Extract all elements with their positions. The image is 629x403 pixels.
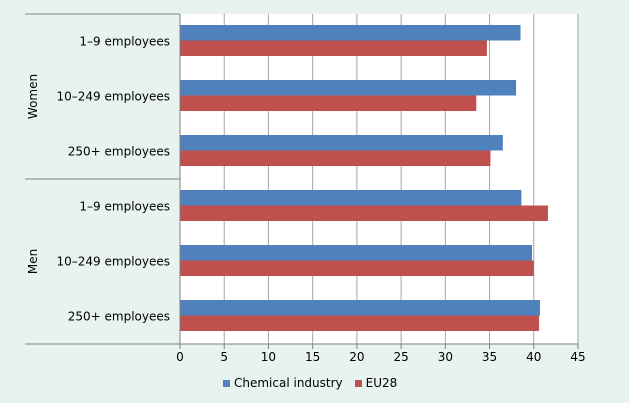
legend: Chemical industry EU28 [223, 376, 403, 390]
bar-chemical [180, 300, 540, 316]
tick-label: 15 [305, 350, 320, 364]
tick-label: 20 [349, 350, 364, 364]
bar-eu28 [180, 150, 491, 166]
plot-area [180, 14, 578, 344]
group-label-men: Men [26, 249, 40, 274]
legend-item-eu28: EU28 [354, 376, 398, 390]
group-label-women: Women [26, 74, 40, 119]
bar-chemical [180, 80, 517, 96]
bar-eu28 [180, 260, 534, 276]
category-label: 250+ employees [68, 145, 170, 159]
bar-eu28 [180, 95, 477, 111]
category-label: 1–9 employees [79, 200, 170, 214]
category-label: 250+ employees [68, 310, 170, 324]
bar-chemical [180, 25, 521, 41]
category-label: 10–249 employees [57, 255, 170, 269]
labels: 0 5 10 15 20 25 30 35 40 45 1–9 employees 10–249 em… [26, 35, 586, 365]
axes [25, 13, 579, 349]
tick-label: 0 [176, 350, 184, 364]
legend-swatch-chemical [223, 379, 230, 387]
legend-label-eu28: EU28 [365, 376, 398, 390]
tick-label: 30 [438, 350, 453, 364]
legend-swatch-eu28 [354, 379, 362, 387]
category-label: 10–249 employees [57, 90, 170, 104]
bar-eu28 [180, 315, 540, 331]
tick-label: 25 [393, 350, 408, 364]
legend-label-chemical: Chemical industry [234, 376, 343, 390]
gridlines [223, 14, 579, 344]
bars [180, 25, 548, 331]
tick-label: 45 [570, 350, 585, 364]
bar-chemical [180, 190, 522, 206]
bar-chemical [180, 135, 503, 151]
bar-chemical [180, 245, 533, 261]
bar-eu28 [180, 40, 487, 56]
tick-label: 35 [482, 350, 497, 364]
category-label: 1–9 employees [79, 35, 170, 49]
legend-item-chemical: Chemical industry [223, 376, 343, 390]
tick-label: 10 [261, 350, 276, 364]
bar-eu28 [180, 205, 548, 221]
tick-label: 5 [220, 350, 228, 364]
tick-label: 40 [526, 350, 541, 364]
